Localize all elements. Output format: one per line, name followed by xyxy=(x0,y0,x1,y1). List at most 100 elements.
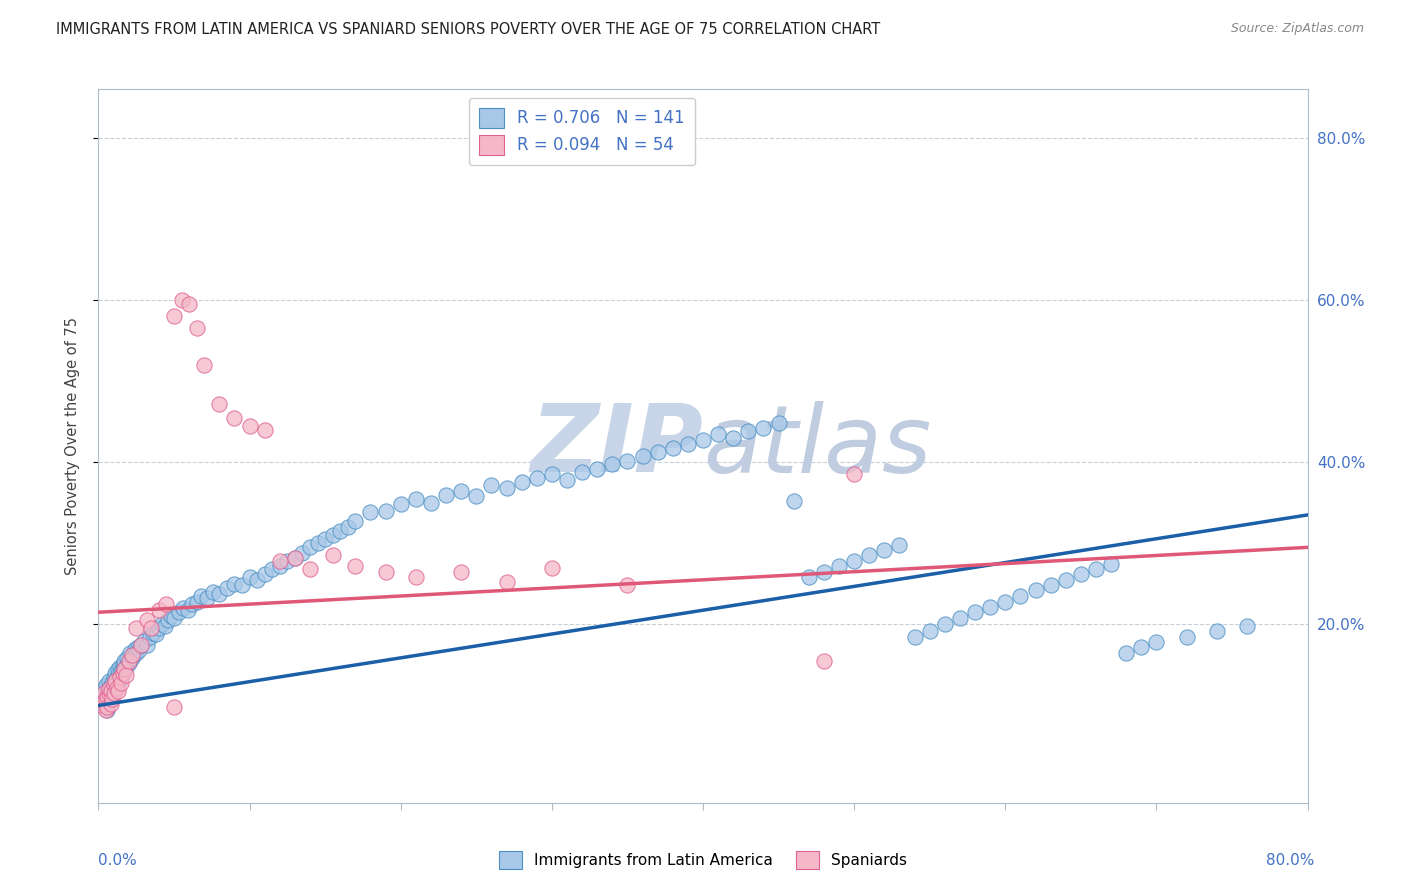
Point xyxy=(103,684,125,698)
Point xyxy=(98,686,121,700)
Point xyxy=(148,603,170,617)
Point xyxy=(405,570,427,584)
Point xyxy=(108,670,131,684)
Point xyxy=(1175,630,1198,644)
Point xyxy=(90,698,112,713)
Point xyxy=(269,554,291,568)
Point xyxy=(163,611,186,625)
Point xyxy=(949,611,972,625)
Point xyxy=(284,550,307,565)
Point xyxy=(132,633,155,648)
Point xyxy=(269,559,291,574)
Point xyxy=(208,397,231,411)
Point xyxy=(110,675,132,690)
Point xyxy=(148,622,170,636)
Point xyxy=(934,617,956,632)
Point xyxy=(114,667,136,681)
Point xyxy=(96,689,118,703)
Point xyxy=(98,674,121,689)
Point xyxy=(918,624,941,638)
Point xyxy=(141,622,163,636)
Point xyxy=(979,599,1001,614)
Point xyxy=(167,605,190,619)
Point xyxy=(676,437,699,451)
Point xyxy=(153,619,176,633)
Point xyxy=(239,570,262,584)
Point xyxy=(105,681,128,695)
Point xyxy=(115,651,138,665)
Point xyxy=(155,597,177,611)
Point xyxy=(344,559,367,574)
Point xyxy=(139,630,162,644)
Point xyxy=(291,546,314,560)
Point xyxy=(96,684,118,698)
Point xyxy=(299,541,322,555)
Point xyxy=(107,662,129,676)
Point xyxy=(813,654,835,668)
Point xyxy=(540,467,562,482)
Point xyxy=(96,702,118,716)
Point xyxy=(374,565,396,579)
Point xyxy=(239,418,262,433)
Point xyxy=(114,659,136,673)
Point xyxy=(284,550,307,565)
Point xyxy=(160,609,183,624)
Point xyxy=(253,423,276,437)
Point xyxy=(420,496,443,510)
Text: 80.0%: 80.0% xyxy=(1267,854,1315,868)
Point xyxy=(602,457,624,471)
Point xyxy=(170,293,193,307)
Point xyxy=(103,678,125,692)
Point xyxy=(616,453,638,467)
Point xyxy=(111,666,134,681)
Text: Source: ZipAtlas.com: Source: ZipAtlas.com xyxy=(1230,22,1364,36)
Point xyxy=(1115,646,1137,660)
Point xyxy=(103,670,125,684)
Point xyxy=(495,575,517,590)
Text: ZIP: ZIP xyxy=(530,400,703,492)
Point xyxy=(994,595,1017,609)
Point xyxy=(103,686,125,700)
Point xyxy=(813,565,835,579)
Point xyxy=(93,694,115,708)
Point xyxy=(405,491,427,506)
Point xyxy=(163,310,186,324)
Point xyxy=(108,659,131,673)
Point xyxy=(299,562,322,576)
Point xyxy=(163,700,186,714)
Point xyxy=(179,297,201,311)
Point xyxy=(1024,583,1046,598)
Point xyxy=(253,567,276,582)
Point xyxy=(107,684,129,698)
Point xyxy=(262,562,284,576)
Point xyxy=(873,542,896,557)
Point xyxy=(91,690,114,705)
Point xyxy=(586,461,609,475)
Point xyxy=(121,648,143,663)
Point xyxy=(125,646,148,660)
Point xyxy=(360,506,382,520)
Point xyxy=(495,481,517,495)
Point xyxy=(783,494,806,508)
Point xyxy=(101,675,124,690)
Point xyxy=(450,483,472,498)
Point xyxy=(93,690,115,705)
Point xyxy=(752,421,775,435)
Point xyxy=(156,613,179,627)
Point xyxy=(111,662,134,676)
Point xyxy=(1144,635,1167,649)
Point xyxy=(336,520,359,534)
Point xyxy=(135,613,157,627)
Point xyxy=(844,467,866,482)
Point xyxy=(662,441,685,455)
Point xyxy=(1099,557,1122,571)
Point xyxy=(555,473,578,487)
Point xyxy=(150,617,173,632)
Point xyxy=(145,627,167,641)
Point xyxy=(100,684,122,698)
Point xyxy=(110,670,132,684)
Point xyxy=(889,538,911,552)
Point xyxy=(526,471,548,485)
Point xyxy=(135,638,157,652)
Point xyxy=(224,410,246,425)
